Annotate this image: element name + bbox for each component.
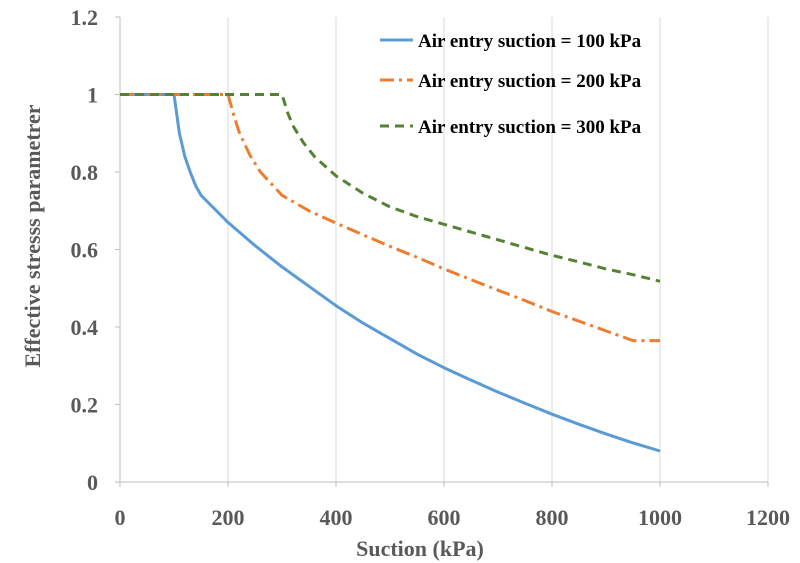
x-tick-label: 600 xyxy=(428,505,461,530)
series-line-1 xyxy=(120,93,661,453)
grid xyxy=(227,17,769,482)
y-tick-label: 1.2 xyxy=(71,5,99,30)
x-axis-title: Suction (kPa) xyxy=(356,536,484,561)
y-axis-title: Effective stresss parametrer xyxy=(20,104,45,367)
x-tick-label: 400 xyxy=(320,505,353,530)
y-tick-label: 0.4 xyxy=(71,315,99,340)
x-tick-label: 800 xyxy=(536,505,569,530)
y-tick-label: 0.6 xyxy=(71,238,99,263)
series-lines xyxy=(120,93,661,453)
series-line-3 xyxy=(120,93,661,283)
y-tick-label: 0 xyxy=(87,470,98,495)
series-line-2 xyxy=(120,93,660,343)
y-tick-labels: 0 0.2 0.4 0.6 0.8 1 1.2 xyxy=(71,5,99,495)
y-tick-label: 0.8 xyxy=(71,160,99,185)
legend-label-1: Air entry suction = 100 kPa xyxy=(418,31,642,52)
legend-label-3: Air entry suction = 300 kPa xyxy=(418,117,642,138)
legend-label-2: Air entry suction = 200 kPa xyxy=(418,71,642,92)
legend: Air entry suction = 100 kPa Air entry suc… xyxy=(380,31,642,138)
x-tick-label: 0 xyxy=(115,505,126,530)
x-tick-label: 1000 xyxy=(638,505,682,530)
y-tick-label: 0.2 xyxy=(71,393,99,418)
x-tick-labels: 0 200 400 600 800 1000 1200 xyxy=(115,505,791,530)
x-tick-label: 200 xyxy=(212,505,245,530)
x-tick-label: 1200 xyxy=(746,505,790,530)
y-tick-label: 1 xyxy=(87,83,98,108)
